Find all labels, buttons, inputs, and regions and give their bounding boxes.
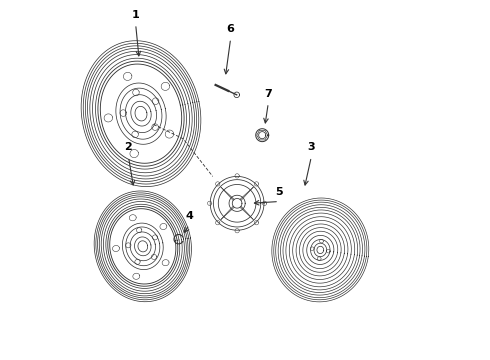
Text: 2: 2 — [124, 143, 132, 152]
Text: 7: 7 — [265, 89, 272, 99]
Text: 1: 1 — [132, 10, 140, 20]
Text: 4: 4 — [186, 211, 194, 221]
Text: 5: 5 — [275, 187, 283, 197]
Text: 3: 3 — [308, 143, 315, 152]
Text: 6: 6 — [227, 24, 235, 34]
